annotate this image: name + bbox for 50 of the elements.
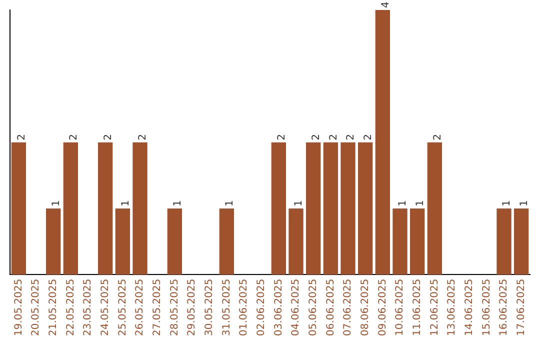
x-tick-label: 04.06.2025 <box>290 278 302 336</box>
data-label: 1 <box>172 200 184 207</box>
x-tick-label: 23.05.2025 <box>82 278 94 336</box>
data-label: 1 <box>518 200 530 207</box>
x-tick-label: 07.06.2025 <box>342 278 354 336</box>
data-label: 1 <box>294 200 305 207</box>
data-label: 1 <box>50 200 62 207</box>
data-label: 2 <box>276 134 288 140</box>
x-tick-label: 14.06.2025 <box>464 278 475 336</box>
x-tick-label: 05.06.2025 <box>308 278 319 336</box>
x-tick-label: 26.05.2025 <box>134 278 146 336</box>
data-label: 1 <box>398 200 409 207</box>
data-label: 4 <box>380 2 392 8</box>
x-tick-label: 16.06.2025 <box>498 278 510 336</box>
data-label: 2 <box>432 134 444 140</box>
x-tick-label: 29.05.2025 <box>186 278 198 336</box>
data-label: 2 <box>310 134 322 140</box>
data-label: 1 <box>414 200 426 207</box>
x-tick-label: 30.05.2025 <box>204 278 215 336</box>
data-label: 2 <box>68 134 80 140</box>
x-tick-label: 27.05.2025 <box>152 278 163 336</box>
data-label: 2 <box>138 134 149 140</box>
data-label: 2 <box>362 134 374 140</box>
x-tick-label: 01.06.2025 <box>238 278 250 336</box>
x-tick-label: 17.06.2025 <box>516 278 527 336</box>
x-tick-label: 06.06.2025 <box>325 278 336 336</box>
x-tick-label: 21.05.2025 <box>48 278 59 336</box>
data-label: 1 <box>120 200 132 207</box>
data-label: 2 <box>346 134 357 140</box>
data-label: 2 <box>102 134 114 140</box>
x-tick-label: 25.05.2025 <box>117 278 128 336</box>
x-tick-label: 31.05.2025 <box>221 278 232 336</box>
x-tick-label: 15.06.2025 <box>481 278 492 336</box>
x-tick-label: 28.05.2025 <box>169 278 180 336</box>
x-tick-label: 09.06.2025 <box>377 278 388 336</box>
data-label: 1 <box>502 200 513 207</box>
x-tick-label: 11.06.2025 <box>412 278 423 336</box>
x-tick-label: 08.06.2025 <box>360 278 371 336</box>
x-tick-label: 13.06.2025 <box>446 278 458 336</box>
x-tick-label: 19.05.2025 <box>13 278 24 336</box>
data-label: 2 <box>328 134 340 140</box>
data-label: 2 <box>16 134 28 140</box>
x-tick-label: 02.06.2025 <box>256 278 267 336</box>
x-tick-label: 10.06.2025 <box>394 278 406 336</box>
x-tick-label: 12.06.2025 <box>429 278 440 336</box>
data-label: 1 <box>224 200 236 207</box>
x-tick-label: 24.05.2025 <box>100 278 111 336</box>
x-tick-label: 22.05.2025 <box>65 278 76 336</box>
x-tick-label: 03.06.2025 <box>273 278 284 336</box>
x-tick-label: 20.05.2025 <box>30 278 42 336</box>
